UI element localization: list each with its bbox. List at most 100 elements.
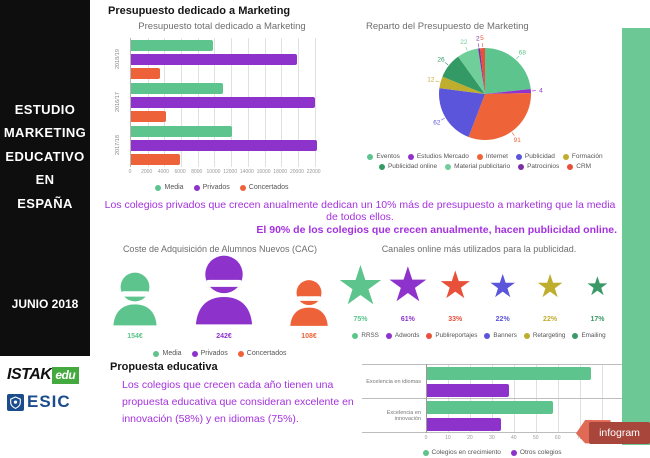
- bar-media: [131, 83, 223, 94]
- legend-item: Patrocinios: [518, 163, 559, 170]
- legend-item: Eventos: [367, 153, 400, 160]
- istak-edu-badge: edu: [52, 367, 80, 384]
- budget-share-chart-title: Reparto del Presupuesto de Marketing: [366, 21, 529, 32]
- budget-total-plot-area: 2018/19 2016/17 2017/18 0 2000 4000 6000 8000 1…: [106, 38, 338, 177]
- proposal-chart: Excelencia en idiomas Excelencia en innov…: [362, 364, 622, 456]
- legend-item: Media: [155, 184, 184, 191]
- legend-dot-icon: [445, 163, 452, 170]
- pie-value-label: 4: [539, 87, 543, 94]
- channel-banners: ★ 22%: [480, 258, 525, 323]
- sidebar: ESTUDIO MARKETING EDUCATIVO EN ESPAÑA JUNIO …: [0, 0, 90, 356]
- y-axis-category-label: 2017/18: [115, 135, 121, 156]
- person-icon: [195, 255, 253, 325]
- pie-slice-patrocinios: [478, 48, 485, 94]
- bar-crecimiento: [426, 366, 591, 380]
- cac-title: Coste de Adquisición de Alumnos Nuevos (…: [122, 244, 318, 254]
- istak-wordmark: ISTAK: [7, 366, 52, 383]
- legend-item: Banners: [484, 332, 517, 339]
- legend-item: Retargeting: [523, 332, 565, 339]
- cac-item-privados: 242€: [185, 251, 263, 340]
- pie-value-label: 22: [460, 39, 468, 46]
- channel-percent: 75%: [353, 316, 368, 323]
- legend-item: Media: [153, 350, 182, 357]
- x-tick-label: 18000: [273, 169, 288, 175]
- person-icon: [113, 272, 157, 326]
- x-tick-label: 4000: [157, 169, 169, 175]
- legend-dot-icon: [510, 449, 517, 456]
- pie-value-label: 68: [519, 49, 527, 56]
- report-title-line: EDUCATIVO: [5, 148, 85, 164]
- legend-item: Privados: [193, 184, 230, 191]
- legend-dot-icon: [407, 153, 414, 160]
- channel-percent: 33%: [448, 316, 463, 323]
- pie-slice-internet: [468, 93, 531, 140]
- channel-rrss: ★ 75%: [336, 258, 384, 323]
- legend-dot-icon: [515, 153, 522, 160]
- star-icon: ★: [438, 265, 473, 307]
- pie-slice-publicidad: [439, 88, 485, 137]
- report-title-line: EN: [35, 172, 55, 188]
- proposal-statement: Los colegios que crecen cada año tienen …: [122, 379, 354, 425]
- x-tick-label: 0: [424, 435, 428, 441]
- esic-shield-icon: [7, 393, 24, 411]
- bar-group: [131, 81, 323, 124]
- legend-item: Material publicitario: [445, 163, 510, 170]
- bar-group: [131, 38, 323, 81]
- channel-emailing: ★ 17%: [575, 258, 620, 323]
- bar-group: Excelencia en innovación: [362, 398, 622, 433]
- legend-item: CRM: [567, 163, 591, 170]
- legend-dot-icon: [237, 350, 244, 357]
- pie-slice-publicidad-online: [442, 56, 485, 94]
- x-tick-label: 60: [554, 435, 561, 441]
- pie-value-label: 91: [514, 137, 522, 144]
- legend-item: Concertados: [239, 184, 289, 191]
- bar-concertados: [131, 111, 167, 122]
- budget-share-legend-row2: Publicidad online Material publicitario Pa…: [358, 163, 612, 170]
- channel-retargeting: ★ 22%: [528, 258, 573, 323]
- x-tick-label: 16000: [256, 169, 271, 175]
- x-tick-label: 10000: [206, 169, 221, 175]
- statement-online-ads: El 90% de los colegios que crecen anualm…: [256, 224, 617, 236]
- pie-slice-formación: [439, 76, 485, 94]
- star-icon: ★: [535, 268, 565, 304]
- pie-slice-crm: [480, 48, 485, 94]
- x-tick-label: 14000: [239, 169, 254, 175]
- legend-item: Otros colegios: [510, 449, 561, 456]
- green-accent-bar: [622, 28, 650, 445]
- channels-stars: ★ 75% ★ 61% ★ 33% ★ 22% ★ 22% ★ 17%: [336, 258, 622, 323]
- bar-group: [131, 124, 323, 167]
- x-tick-label: 2000: [141, 169, 153, 175]
- x-tick-label: 30: [489, 435, 495, 441]
- legend-dot-icon: [572, 332, 579, 339]
- legend-item: Emailing: [572, 332, 606, 339]
- channels-legend: RRSS Adwords Publireportajes Banners Retarge…: [336, 332, 622, 339]
- bar-privados: [131, 140, 318, 151]
- y-axis-category-label: Excelencia en idiomas: [366, 378, 421, 385]
- bar-concertados: [131, 154, 181, 165]
- legend-item: Concertados: [237, 350, 287, 357]
- legend-dot-icon: [518, 163, 525, 170]
- legend-item: Internet: [476, 153, 508, 160]
- legend-item: RRSS: [352, 332, 379, 339]
- report-title-line: ESPAÑA: [17, 195, 73, 211]
- legend-dot-icon: [193, 184, 200, 191]
- budget-share-legend-row1: Eventos Estudios Mercado Internet Publicida…: [358, 153, 612, 160]
- legend-dot-icon: [191, 350, 198, 357]
- bar-privados: [131, 54, 298, 65]
- x-tick-label: 22000: [306, 169, 321, 175]
- y-axis-category-label: 2018/19: [115, 49, 121, 70]
- x-tick-label: 10: [445, 435, 451, 441]
- y-axis-category-label: 2016/17: [115, 92, 121, 113]
- infogram-logo[interactable]: infogram: [576, 414, 650, 448]
- bar-privados: [131, 97, 316, 108]
- channel-percent: 61%: [400, 316, 415, 323]
- channel-publireportajes: ★ 33%: [433, 258, 478, 323]
- x-tick-label: 0: [128, 169, 132, 175]
- legend-item: Publicidad online: [378, 163, 437, 170]
- legend-dot-icon: [422, 449, 429, 456]
- channels-title: Canales online más utilizados para la pu…: [381, 244, 577, 254]
- cac-value: 108€: [301, 333, 317, 340]
- cac-value: 242€: [216, 333, 232, 340]
- esic-wordmark: ESIC: [27, 392, 71, 411]
